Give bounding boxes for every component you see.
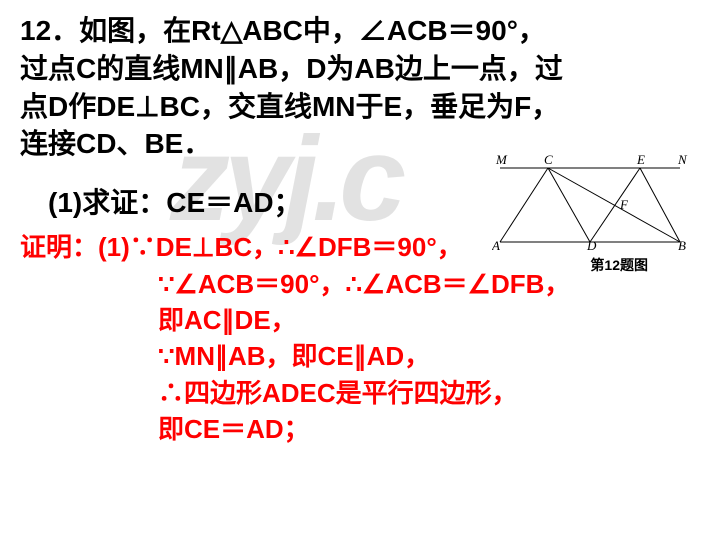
svg-text:B: B: [678, 238, 686, 253]
svg-text:F: F: [619, 197, 629, 212]
svg-text:M: M: [495, 152, 508, 167]
problem-line-2: 过点C的直线MN∥AB，D为AB边上一点，过: [20, 53, 563, 84]
svg-text:D: D: [586, 238, 597, 253]
problem-statement: 12．如图，在Rt△ABC中，∠ACB＝90°， 过点C的直线MN∥AB，D为A…: [20, 12, 700, 163]
proof-line-4: ∵MN∥AB，即CE∥AD，: [158, 338, 700, 374]
proof-line-3: 即AC∥DE，: [158, 302, 700, 338]
svg-text:C: C: [544, 152, 553, 167]
svg-text:A: A: [492, 238, 500, 253]
proof-line-5: ∴四边形ADEC是平行四边形，: [158, 375, 700, 411]
geometry-figure: M C E N A D B F: [492, 145, 692, 255]
svg-text:E: E: [636, 152, 645, 167]
problem-line-4: 连接CD、BE．: [20, 128, 211, 159]
problem-number: 12．: [20, 15, 79, 46]
proof-text-1: (1)∵DE⊥BC，∴∠DFB＝90°，: [98, 232, 463, 262]
proof-line-6: 即CE＝AD；: [158, 411, 700, 447]
svg-text:N: N: [677, 152, 688, 167]
problem-line-3: 点D作DE⊥BC，交直线MN于E，垂足为F，: [20, 91, 559, 122]
figure-caption: 第12题图: [590, 255, 648, 275]
problem-line-1: 如图，在Rt△ABC中，∠ACB＝90°，: [79, 15, 546, 46]
proof-label: 证明：: [20, 232, 98, 262]
